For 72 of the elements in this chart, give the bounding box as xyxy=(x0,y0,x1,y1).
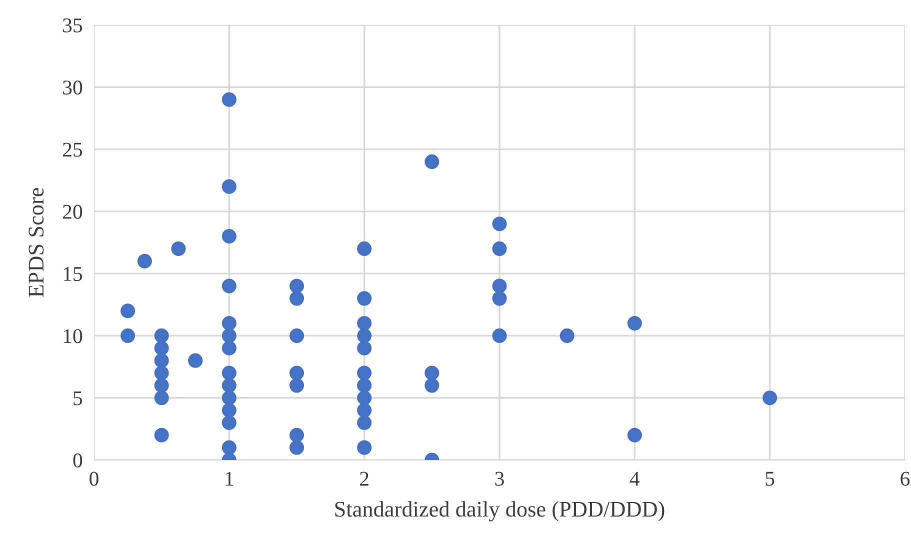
point xyxy=(222,316,236,331)
point xyxy=(289,378,304,393)
point xyxy=(357,403,372,418)
y-tick-label: 5 xyxy=(74,391,82,406)
point xyxy=(424,154,440,169)
point xyxy=(222,340,236,356)
point xyxy=(222,278,236,294)
point xyxy=(627,316,642,331)
point xyxy=(289,291,304,306)
point xyxy=(154,353,169,368)
point xyxy=(222,390,236,406)
point xyxy=(492,216,507,232)
point xyxy=(357,328,372,343)
point xyxy=(154,428,169,442)
point xyxy=(357,340,372,356)
point xyxy=(120,328,136,343)
y-tick-label: 10 xyxy=(64,329,82,344)
x-tick-label: 4 xyxy=(630,472,640,486)
y-tick-label: 30 xyxy=(63,80,82,95)
point xyxy=(492,241,507,256)
point xyxy=(222,179,236,194)
x-tick-label: 3 xyxy=(495,472,504,486)
point xyxy=(222,328,236,343)
y-tick-label: 15 xyxy=(64,267,82,282)
x-tick-label: 6 xyxy=(900,472,910,486)
point xyxy=(424,378,440,393)
y-tick-label: 35 xyxy=(63,18,82,32)
point xyxy=(154,366,169,380)
y-axis-title: EPDS Score xyxy=(28,188,44,298)
x-tick-label: 5 xyxy=(766,472,774,486)
point xyxy=(357,291,372,306)
point xyxy=(492,328,507,343)
point xyxy=(289,278,304,294)
point xyxy=(492,278,507,294)
point xyxy=(154,340,169,356)
point xyxy=(560,328,574,343)
point xyxy=(222,440,236,455)
point xyxy=(154,390,169,406)
y-tick-label: 25 xyxy=(62,142,82,157)
point xyxy=(222,403,236,418)
point xyxy=(357,241,372,256)
point xyxy=(222,229,236,244)
point xyxy=(222,366,236,380)
point xyxy=(357,366,372,380)
point xyxy=(171,241,186,256)
point xyxy=(289,328,304,343)
point xyxy=(357,316,372,331)
point xyxy=(120,304,136,318)
point xyxy=(222,415,236,430)
x-tick-label: 2 xyxy=(360,472,368,486)
x-tick-label: 1 xyxy=(226,472,234,486)
point xyxy=(357,440,372,455)
x-axis-title: Standardized daily dose (PDD/DDD) xyxy=(335,501,664,522)
point xyxy=(154,328,169,343)
point xyxy=(492,291,507,306)
point xyxy=(154,378,169,393)
point xyxy=(762,390,778,406)
point xyxy=(289,366,304,380)
x-tick-label: 0 xyxy=(90,472,98,486)
point xyxy=(188,353,203,368)
y-tick-label: 0 xyxy=(73,453,82,468)
point xyxy=(137,254,152,268)
y-tick-label: 20 xyxy=(62,204,82,219)
point xyxy=(357,378,372,393)
point xyxy=(222,378,236,393)
point xyxy=(424,366,440,380)
point xyxy=(357,390,372,406)
point xyxy=(357,415,372,430)
point xyxy=(627,428,642,442)
point xyxy=(222,92,236,107)
point xyxy=(289,440,304,455)
point xyxy=(289,428,304,442)
